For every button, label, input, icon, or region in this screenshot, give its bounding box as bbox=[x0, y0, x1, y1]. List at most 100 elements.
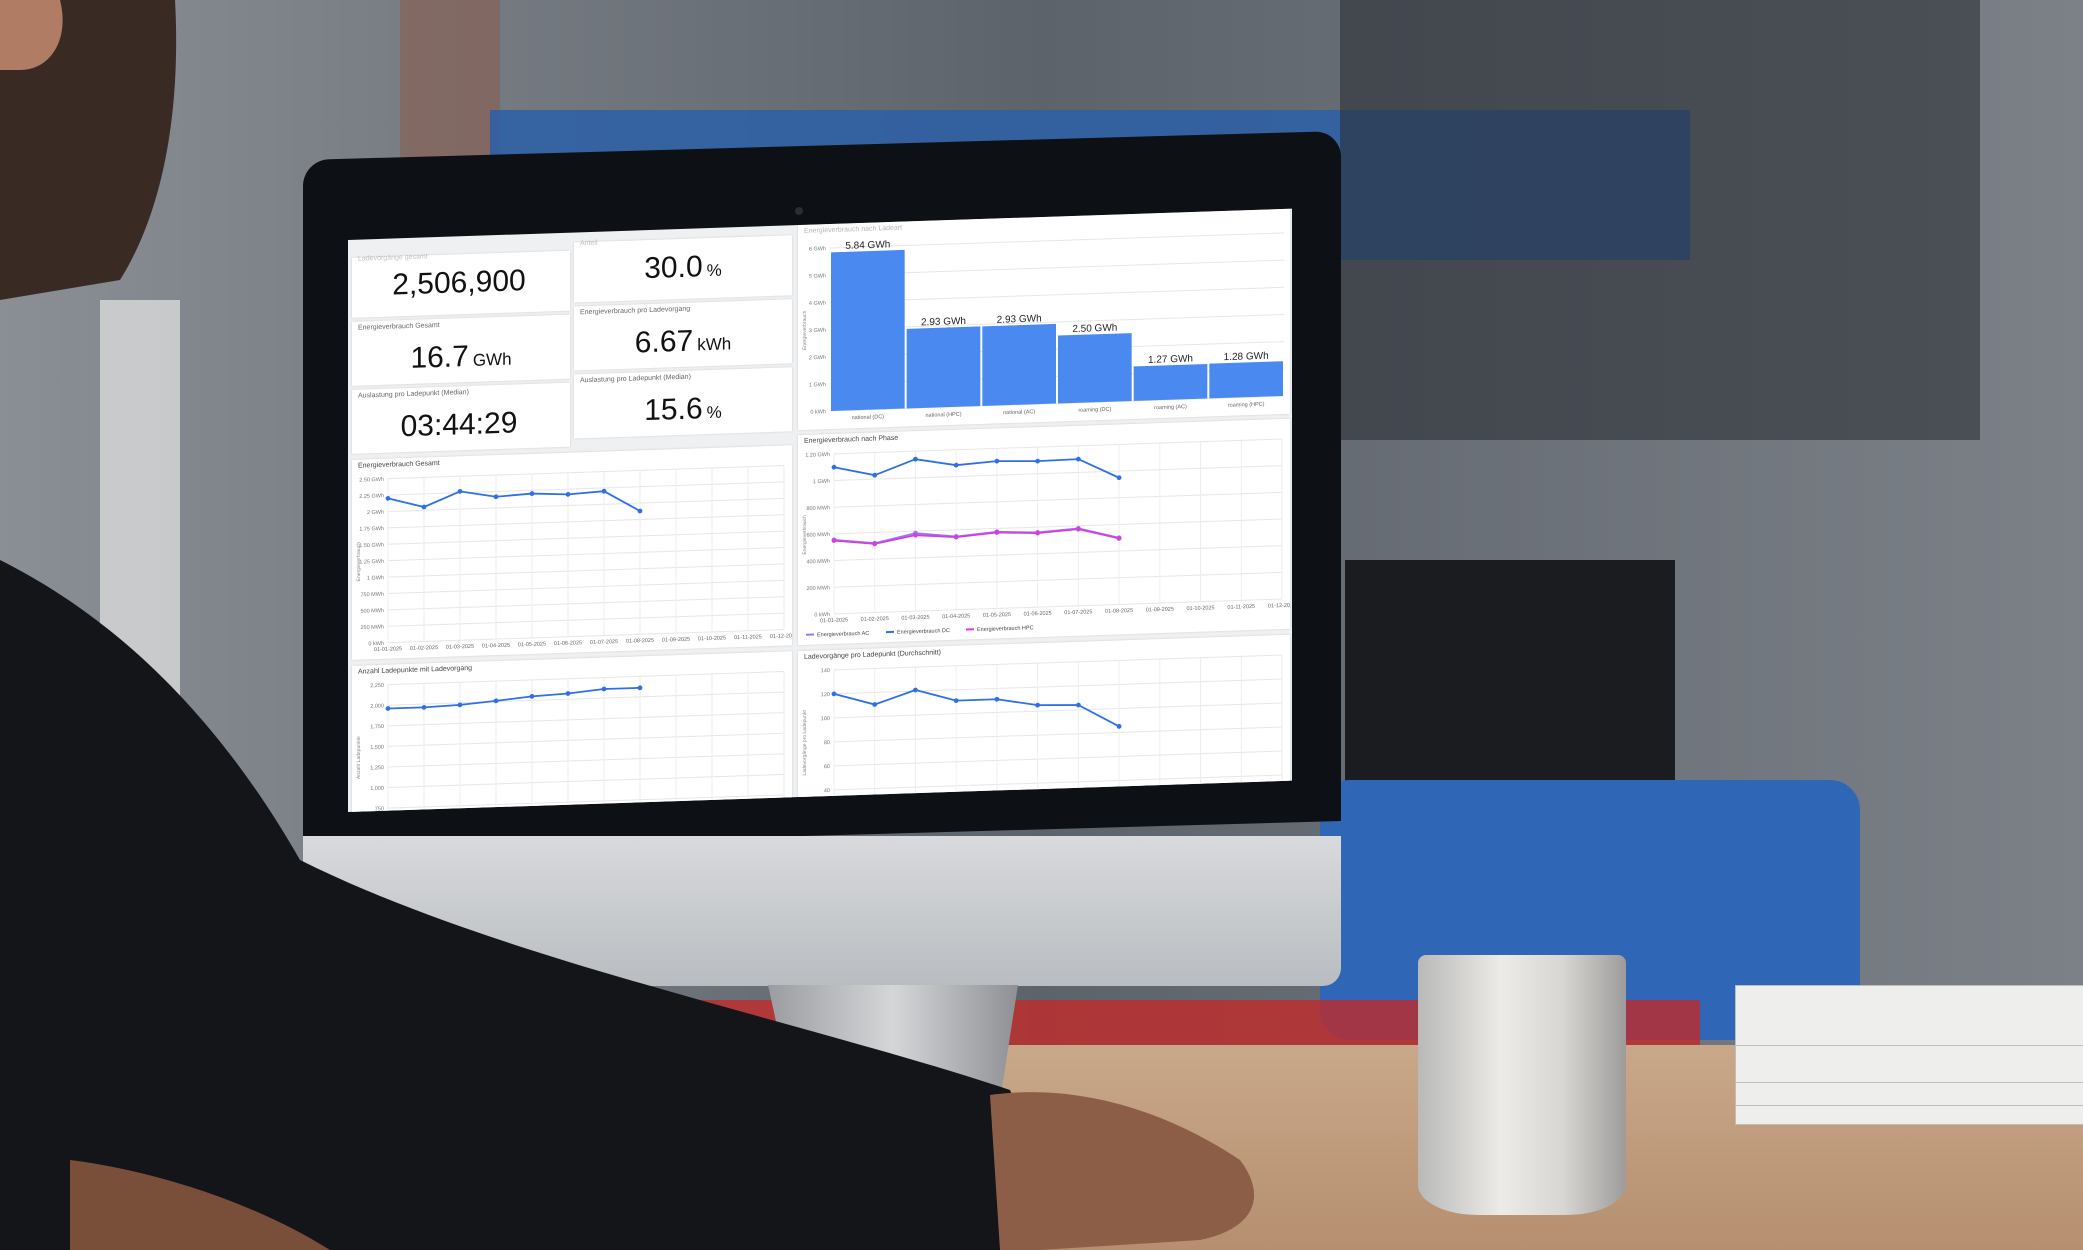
bar-chart-card: Energieverbrauch nach Ladeart 0 kWh 1 GWh… bbox=[798, 208, 1290, 431]
x-tick-label: 01-12-2025 bbox=[770, 633, 792, 640]
bar bbox=[1133, 363, 1208, 401]
kpi-value: 2,506,900 bbox=[392, 264, 526, 302]
book bbox=[1735, 1045, 2083, 1083]
data-point bbox=[385, 495, 391, 501]
x-tick-label: 01-02-2025 bbox=[410, 645, 438, 652]
data-point bbox=[565, 491, 571, 497]
x-tick-label: 01-05-2025 bbox=[983, 612, 1011, 619]
data-point bbox=[913, 532, 918, 538]
y-tick-label: 1,250 bbox=[370, 765, 384, 771]
data-point bbox=[1035, 702, 1041, 708]
gridline bbox=[830, 259, 1284, 276]
x-tick-label: roaming (AC) bbox=[1154, 404, 1187, 411]
y-tick-label: 2,000 bbox=[370, 703, 384, 709]
x-tick-label: 01-04-2025 bbox=[942, 613, 970, 620]
book bbox=[1735, 985, 2083, 1047]
x-tick-label: 01-08-2025 bbox=[626, 638, 654, 645]
data-point bbox=[493, 494, 499, 500]
bar bbox=[1209, 361, 1284, 399]
x-tick-label: 01-01-2025 bbox=[820, 617, 848, 624]
data-point bbox=[421, 504, 427, 510]
data-label: 2.93 GWh bbox=[997, 313, 1042, 325]
kpi-card-charging-sessions: Ladevorgänge gesamt 2,506,900 bbox=[352, 250, 570, 318]
y-tick-label: 400 MWh bbox=[806, 559, 830, 566]
data-point bbox=[913, 687, 918, 693]
kpi-card-energy-per-session: Energieverbrauch pro Ladevorgang 6.67 kWh bbox=[574, 299, 792, 371]
gridline bbox=[388, 547, 784, 562]
kpi-card-duration-median: Auslastung pro Ladepunkt (Median) 03:44:… bbox=[352, 382, 570, 454]
x-tick-label: 01-11-2025 bbox=[734, 634, 762, 641]
line-chart-energy-total-card: Energieverbrauch Gesamt 0 kWh 250 MWh 500 … bbox=[352, 445, 798, 660]
y-tick-label: 60 bbox=[824, 764, 830, 770]
gridline bbox=[834, 491, 1282, 508]
gridline bbox=[834, 465, 1282, 482]
x-tick-label: roaming (HPC) bbox=[1228, 402, 1265, 409]
kpi-value: 6.67 kWh bbox=[634, 324, 732, 360]
y-tick-label: 4 GWh bbox=[809, 300, 826, 307]
data-label: 2.50 GWh bbox=[1072, 323, 1117, 335]
x-tick-label: 01-01-2025 bbox=[374, 646, 402, 653]
data-point bbox=[1035, 530, 1041, 536]
kpi-value: 30.0% bbox=[644, 250, 722, 286]
gridline bbox=[388, 497, 784, 512]
monitor-chin bbox=[303, 836, 1341, 986]
y-tick-label: 3 GWh bbox=[809, 328, 826, 335]
data-point bbox=[953, 534, 959, 540]
y-tick-label: 5 GWh bbox=[809, 273, 826, 280]
y-tick-label: 2,250 bbox=[370, 683, 384, 689]
data-point bbox=[1116, 475, 1122, 481]
gridline bbox=[834, 750, 1282, 767]
data-label: 1.28 GWh bbox=[1224, 351, 1269, 363]
x-tick-label: 01-08-2025 bbox=[1105, 608, 1133, 615]
data-point bbox=[953, 698, 959, 704]
kpi-card-share: Anteil 30.0% bbox=[574, 235, 792, 303]
bar bbox=[906, 326, 981, 409]
data-point bbox=[529, 491, 535, 496]
y-tick-label: 1,000 bbox=[370, 786, 384, 792]
gridline bbox=[388, 563, 784, 578]
line-chart-active-points-card: Anzahl Ladepunkte mit Ladevorgang 500750… bbox=[352, 651, 792, 812]
data-point bbox=[872, 541, 878, 547]
gridline bbox=[830, 232, 1284, 249]
y-tick-label: 1 GWh bbox=[809, 382, 826, 389]
y-tick-label: 100 bbox=[821, 716, 830, 722]
y-tick-label: 1.20 GWh bbox=[805, 452, 830, 459]
gridline bbox=[834, 571, 1282, 588]
data-point bbox=[1116, 536, 1122, 541]
bar bbox=[982, 323, 1056, 406]
tv bbox=[1345, 560, 1675, 800]
gridline bbox=[830, 395, 1284, 412]
y-tick-label: 80 bbox=[824, 740, 830, 746]
dashboard-screen: Ladevorgänge gesamt 2,506,900 Anteil 30.… bbox=[348, 208, 1292, 812]
y-tick-label: 1 GWh bbox=[367, 575, 384, 582]
gridline bbox=[834, 726, 1282, 743]
series-line bbox=[833, 528, 1120, 545]
y-axis-label: Energieverbrauch bbox=[802, 515, 808, 555]
gridline bbox=[834, 438, 1282, 455]
bar-chart: 0 kWh 1 GWh 2 GWh 3 GWh 4 GWh 5 GWh 6 GWh Energ… bbox=[802, 232, 1284, 421]
x-tick-label: 01-11-2025 bbox=[1227, 604, 1255, 611]
x-tick-label: 01-06-2025 bbox=[554, 640, 582, 647]
y-tick-label: 1.25 GWh bbox=[359, 559, 384, 566]
y-tick-label: 1,500 bbox=[370, 745, 384, 751]
x-tick-label: national (HPC) bbox=[925, 412, 961, 419]
gridline bbox=[388, 671, 784, 686]
bar bbox=[831, 249, 905, 411]
y-tick-label: 1.50 GWh bbox=[359, 542, 384, 549]
data-label: 5.84 GWh bbox=[845, 239, 890, 251]
data-point bbox=[601, 686, 607, 692]
x-tick-label: national (AC) bbox=[1003, 409, 1035, 416]
gridline bbox=[388, 514, 784, 529]
monitor-stand bbox=[768, 985, 1018, 1145]
kpi-label: Auslastung pro Ladepunkt (Median) bbox=[358, 388, 469, 400]
x-tick-label: 01-03-2025 bbox=[901, 615, 929, 622]
window bbox=[100, 300, 180, 750]
x-tick-label: national (DC) bbox=[852, 414, 885, 421]
x-tick-label: 01-06-2025 bbox=[1024, 611, 1052, 618]
y-axis-label: Anzahl Ladepunkte bbox=[356, 736, 362, 779]
y-tick-label: 2.50 GWh bbox=[359, 477, 384, 484]
data-point bbox=[385, 706, 391, 711]
x-tick-label: 01-10-2025 bbox=[698, 635, 726, 642]
gridline bbox=[830, 286, 1284, 303]
